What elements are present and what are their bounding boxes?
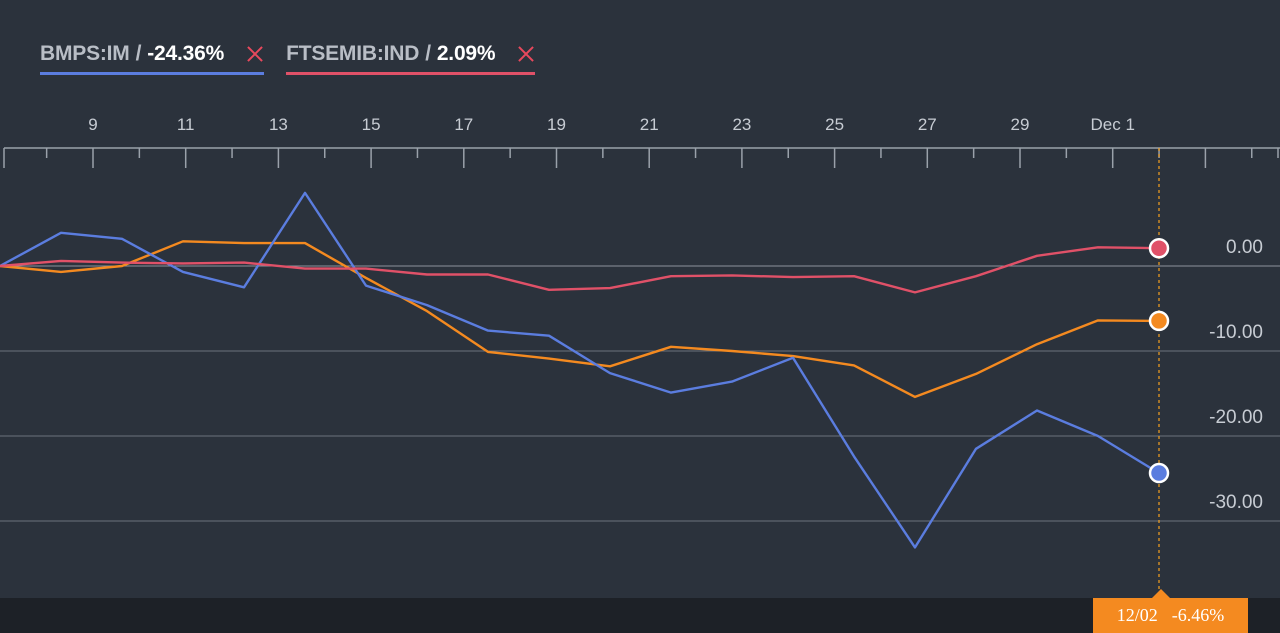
x-tick-label: 29	[1011, 115, 1030, 134]
x-tick-label: 13	[269, 115, 288, 134]
x-tick-label: 15	[362, 115, 381, 134]
legend-item-ftsemib[interactable]: FTSEMIB:IND / 2.09%	[286, 42, 536, 75]
x-tick-label: 25	[825, 115, 844, 134]
y-tick-label: -10.00	[1209, 322, 1263, 343]
series-end-marker	[1148, 237, 1170, 259]
series-line	[0, 246, 1160, 294]
tooltip-date: 12/02	[1116, 605, 1158, 625]
x-tick-label: 9	[88, 115, 97, 134]
legend-item-bmps[interactable]: BMPS:IM / -24.36%	[40, 42, 265, 75]
series-end-markers	[1148, 237, 1170, 484]
series-line	[0, 191, 1160, 549]
legend-separator: /	[425, 42, 431, 65]
x-tick-label: 11	[177, 115, 195, 134]
series-end-marker	[1148, 462, 1170, 484]
y-axis: 0.00 -10.00 -20.00 -30.00	[1209, 237, 1263, 513]
legend-symbol: FTSEMIB:IND	[286, 42, 420, 65]
x-tick-label: 23	[732, 115, 751, 134]
bottom-bar	[0, 598, 1280, 633]
x-tick-label: 21	[640, 115, 659, 134]
x-axis: 9 11 13 15 17 19 21 23 25 27 29 Dec 1	[88, 115, 1135, 134]
legend-value: -24.36%	[147, 42, 225, 65]
x-tick-label: 27	[918, 115, 937, 134]
x-tick-label: Dec 1	[1090, 115, 1134, 134]
x-tick-label: 19	[547, 115, 566, 134]
close-icon[interactable]	[517, 45, 535, 63]
x-tick-label: 17	[454, 115, 473, 134]
y-tick-label: 0.00	[1226, 237, 1263, 258]
legend: BMPS:IM / -24.36% FTSEMIB:IND / 2.09%	[40, 42, 536, 75]
gridlines	[0, 147, 1280, 522]
legend-value: 2.09%	[436, 42, 496, 65]
series-end-marker	[1148, 310, 1170, 332]
legend-symbol: BMPS:IM	[40, 42, 130, 65]
series-lines	[0, 191, 1160, 549]
close-icon[interactable]	[246, 45, 264, 63]
y-tick-label: -20.00	[1209, 407, 1263, 428]
series-line	[0, 240, 1160, 399]
crosshair-tooltip: 12/02 -6.46%	[1093, 589, 1248, 633]
legend-separator: /	[135, 42, 142, 65]
tooltip-value: -6.46%	[1171, 605, 1225, 625]
y-tick-label: -30.00	[1209, 492, 1263, 513]
